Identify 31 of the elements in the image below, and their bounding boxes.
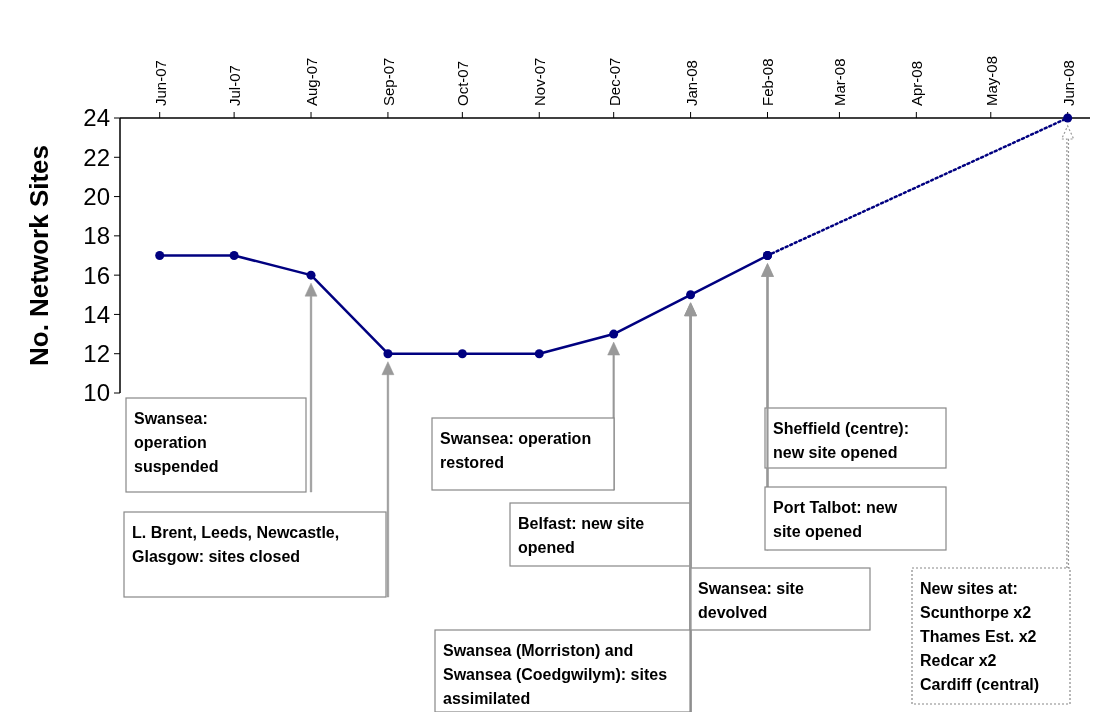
x-tick-label: May-08 — [982, 55, 1000, 106]
callout-box: Swansea: operation restored — [431, 417, 615, 491]
x-tick-label: Jan-08 — [682, 60, 700, 106]
y-tick-label: 10 — [83, 379, 110, 407]
callout-box: New sites at: Scunthorpe x2 Thames Est. x2 Redcar x2 Cardiff (central) — [911, 567, 1071, 705]
x-tick-label: Jun-07 — [151, 60, 169, 106]
callout-box: Swansea: operation suspended — [125, 397, 307, 493]
y-tick-label: 16 — [83, 261, 110, 289]
x-tick-label: Apr-08 — [908, 60, 926, 106]
x-tick-label: Aug-07 — [303, 57, 321, 106]
callout-box: L. Brent, Leeds, Newcastle, Glasgow: sites closed — [123, 511, 387, 598]
x-tick-label: Jun-08 — [1059, 60, 1077, 106]
y-tick-label: 22 — [83, 143, 110, 171]
callout-box: Port Talbot: new site opened — [764, 486, 947, 551]
x-tick-label: Oct-07 — [454, 60, 472, 106]
x-tick-label: Feb-08 — [759, 58, 777, 106]
y-tick-label: 18 — [83, 222, 110, 250]
callout-box: Swansea (Morriston) and Swansea (Coedgwilym): sites assimilated — [434, 629, 691, 712]
callout-box: Sheffield (centre): new site opened — [764, 407, 947, 469]
callout-box: Swansea: site devolved — [689, 567, 871, 631]
y-tick-label: 12 — [83, 340, 110, 368]
x-tick-label: Jul-07 — [226, 65, 244, 106]
x-tick-label: Nov-07 — [531, 57, 549, 106]
y-axis-title: No. Network Sites — [24, 144, 54, 367]
callout-box: Belfast: new site opened — [509, 502, 691, 567]
y-tick-label: 20 — [83, 182, 110, 210]
y-tick-label: 24 — [83, 104, 110, 132]
x-tick-label: Dec-07 — [605, 57, 623, 106]
x-tick-label: Sep-07 — [379, 57, 397, 106]
x-tick-label: Mar-08 — [831, 58, 849, 106]
y-tick-label: 14 — [83, 300, 110, 328]
